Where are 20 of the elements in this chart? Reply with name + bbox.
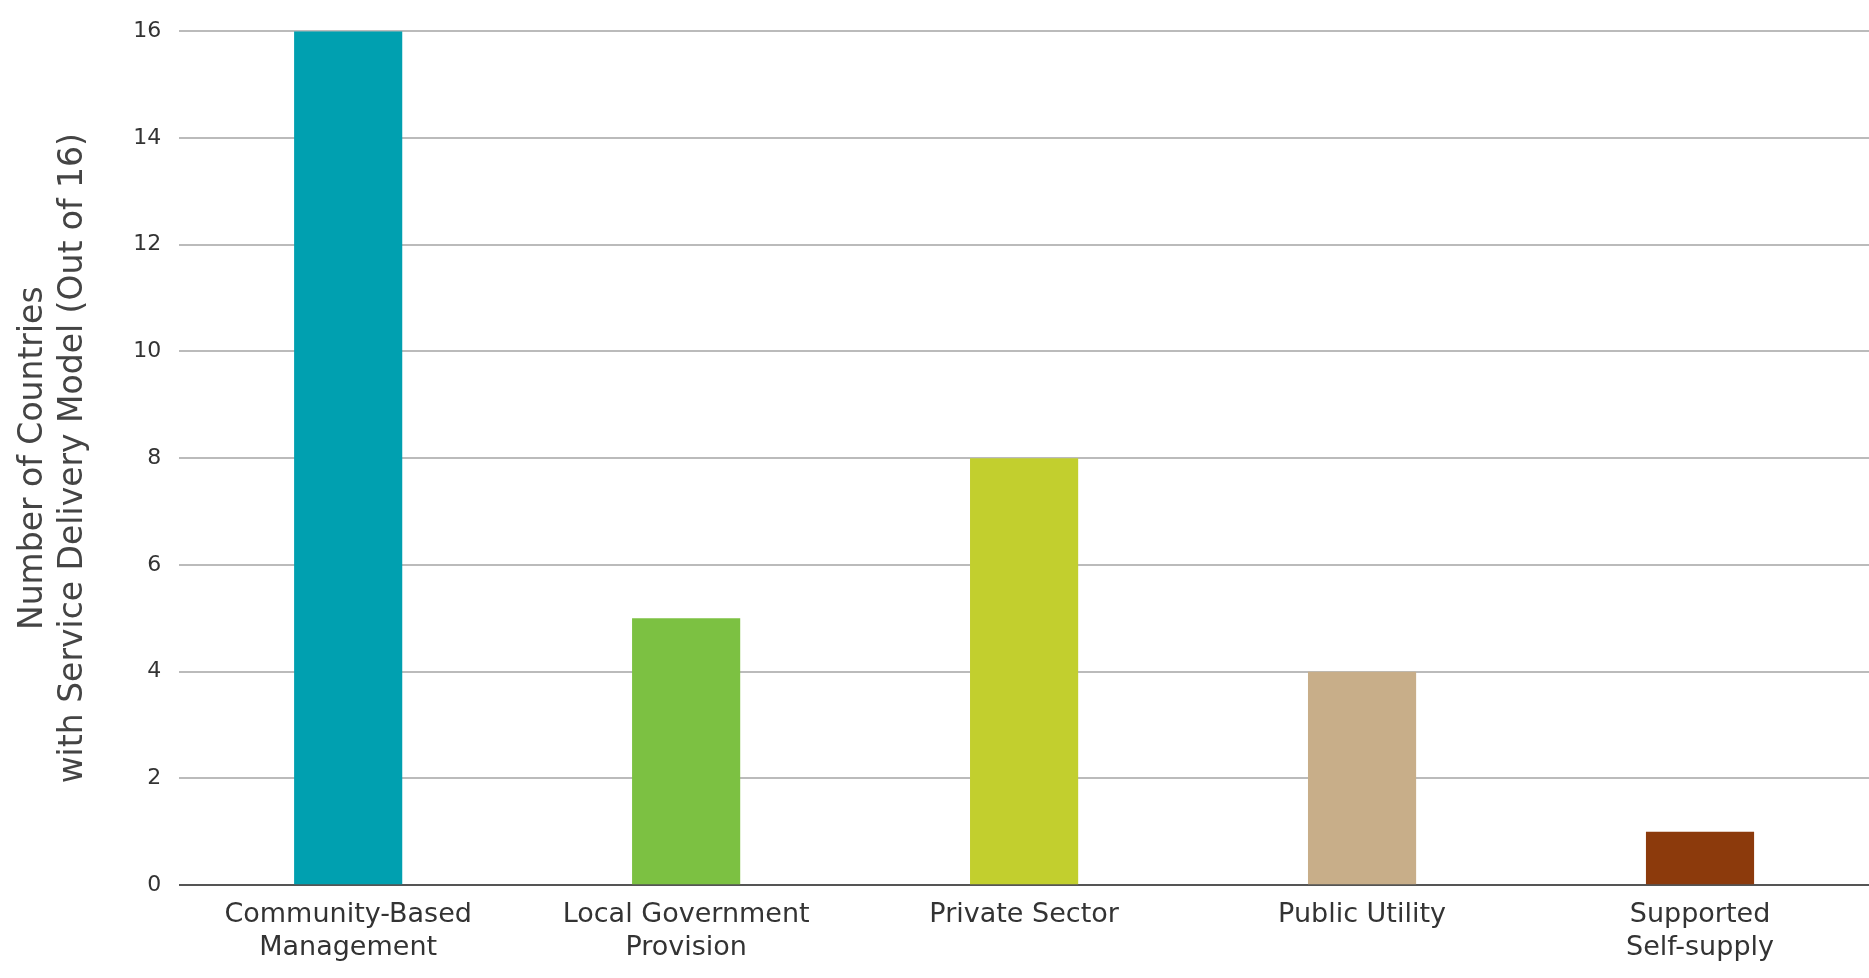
- bar: [632, 618, 741, 885]
- y-tick-label: 10: [133, 337, 162, 363]
- y-tick-label: 6: [147, 550, 162, 576]
- x-tick-label: Supported Self-supply: [1626, 897, 1775, 961]
- y-axis-title: Number of Countries with Service Delivery Model (Out of 16): [11, 133, 90, 784]
- bar: [1307, 671, 1417, 885]
- y-tick-label: 8: [147, 443, 162, 469]
- y-tick-label: 2: [147, 764, 162, 790]
- y-tick-label: 4: [147, 657, 162, 683]
- y-tick-label: 16: [133, 16, 162, 42]
- bar: [294, 31, 403, 885]
- bar: [970, 458, 1079, 885]
- x-tick-label: Local Government Provision: [562, 897, 810, 961]
- y-tick-label: 12: [133, 230, 162, 256]
- y-tick-label: 14: [133, 123, 162, 149]
- x-tick-label: Community-Based Management: [224, 897, 472, 961]
- bar: [1645, 831, 1755, 885]
- y-tick-label: 0: [147, 870, 162, 896]
- x-tick-label: Public Utility: [1278, 897, 1447, 929]
- x-tick-label: Private Sector: [929, 897, 1120, 929]
